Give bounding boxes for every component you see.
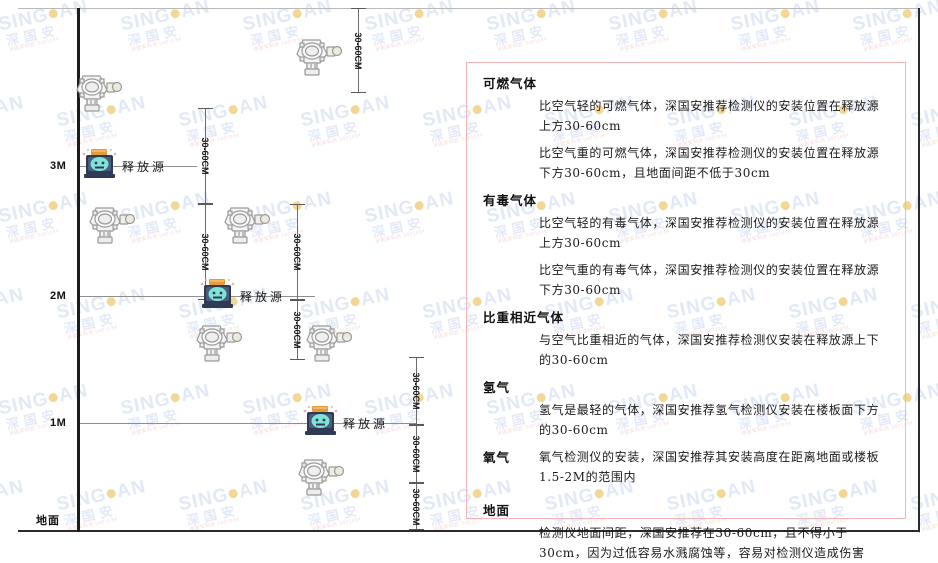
spec-section-title: 可燃气体 (483, 76, 538, 91)
dimension-cap-top (198, 204, 213, 205)
spec-section-ground: 地面检测仪地面间距，深国安推荐在30-60cm，且不得小于30cm，因为过低容易… (483, 500, 889, 563)
dimension-rule: 30-60CM (403, 425, 429, 483)
spec-paragraph: 比空气重的可燃气体，深国安推荐检测仪的安装位置在释放源下方30-60cm，且地面… (539, 146, 880, 180)
installation-spec-panel: 可燃气体 比空气轻的可燃气体，深国安推荐检测仪的安装位置在释放源上方30-60cm… (466, 62, 906, 560)
dimension-label: 30-60CM (200, 137, 210, 175)
release-source-label: 释放源 (343, 417, 389, 431)
spec-section-body: 与空气比重相近的气体，深国安推荐检测仪安装在释放源上下的30-60cm (539, 330, 889, 370)
gas-detector-icon (224, 207, 271, 244)
axis-tick-2m: 2M (50, 290, 67, 302)
release-source-icon (303, 406, 338, 435)
dimension-label: 30-60CM (411, 372, 421, 410)
dimension-cap-bottom (290, 299, 305, 300)
gas-detector (300, 318, 356, 369)
spec-section-title: 地面 (483, 503, 511, 518)
spec-section-body: 比空气轻的有毒气体，深国安推荐检测仪的安装位置在释放源上方30-60cm 比空气重… (539, 213, 889, 300)
spec-section-body: 氧气检测仪的安装，深国安推荐其安装高度在距离地面或楼板1.5-2M的范围内 (539, 447, 889, 494)
dimension-cap-top (290, 204, 305, 205)
dimension-cap-bottom (198, 203, 213, 204)
release-source (82, 148, 118, 185)
dimension-cap-bottom (409, 424, 424, 425)
spec-section-title: 比重相近气体 (483, 310, 565, 325)
spec-paragraph: 比空气轻的有毒气体，深国安推荐检测仪的安装位置在释放源上方30-60cm (539, 216, 880, 250)
dimension-rule: 30-60CM (192, 108, 218, 204)
dimension-label: 30-60CM (200, 233, 210, 271)
dimension-line (205, 204, 206, 300)
dimension-label: 30-60CM (292, 233, 302, 271)
spec-section-toxic-gas: 有毒气体 比空气轻的有毒气体，深国安推荐检测仪的安装位置在释放源上方30-60cm… (483, 190, 889, 300)
dimension-rule: 30-60CM (284, 300, 310, 360)
gas-detector (190, 318, 246, 369)
spec-section-body: 检测仪地面间距，深国安推荐在30-60cm，且不得小于30cm，因为过低容易水溅… (539, 523, 889, 563)
dimension-cap-top (409, 357, 424, 358)
spec-section-title: 氢气 (483, 380, 511, 395)
dimension-cap-top (409, 425, 424, 426)
height-level-line (77, 296, 315, 297)
dimension-line (297, 204, 298, 300)
dimension-rule: 30-60CM (345, 8, 371, 93)
release-source-label: 释放源 (240, 290, 286, 304)
spec-paragraph: 检测仪地面间距，深国安推荐在30-60cm，且不得小于30cm，因为过低容易水溅… (539, 526, 865, 560)
dimension-label: 30-60CM (411, 487, 421, 526)
spec-section-oxygen: 氧气 氧气检测仪的安装，深国安推荐其安装高度在距离地面或楼板1.5-2M的范围内 (483, 447, 889, 494)
axis-tick-3m: 3M (50, 160, 67, 172)
release-source (200, 278, 236, 315)
gas-detector-icon (296, 39, 343, 76)
dimension-cap-bottom (290, 359, 305, 360)
dimension-cap-bottom (409, 529, 424, 530)
dimension-rule: 30-60CM (403, 357, 429, 425)
spec-paragraph: 氢气是最轻的气体，深国安推荐氢气检测仪安装在楼板面下方的30-60cm (539, 403, 880, 437)
spec-section-combustible-gas: 可燃气体 比空气轻的可燃气体，深国安推荐检测仪的安装位置在释放源上方30-60cm… (483, 73, 889, 183)
dimension-label: 30-60CM (353, 31, 363, 70)
dimension-line (358, 8, 359, 93)
vertical-height-axis (77, 8, 80, 532)
spec-paragraph: 比空气轻的可燃气体，深国安推荐检测仪的安装位置在释放源上方30-60cm (539, 99, 880, 133)
dimension-cap-bottom (351, 92, 366, 93)
dimension-line (416, 425, 417, 483)
dimension-cap-bottom (409, 482, 424, 483)
spec-paragraph: 氧气检测仪的安装，深国安推荐其安装高度在距离地面或楼板1.5-2M的范围内 (539, 450, 880, 484)
release-source (303, 405, 339, 442)
frame-right-border (918, 8, 920, 532)
gas-detector (292, 452, 348, 503)
gas-detector-icon (196, 325, 243, 362)
dimension-line (416, 483, 417, 530)
dimension-line (297, 300, 298, 360)
release-source-label: 释放源 (122, 160, 168, 174)
dimension-cap-top (351, 8, 366, 9)
spec-section-hydrogen: 氢气氢气是最轻的气体，深国安推荐氢气检测仪安装在楼板面下方的30-60cm (483, 377, 889, 440)
gas-detector-icon (298, 459, 345, 496)
spec-section-body: 比空气轻的可燃气体，深国安推荐检测仪的安装位置在释放源上方30-60cm 比空气重… (539, 96, 889, 183)
spec-section-similar-density-gas: 比重相近气体与空气比重相近的气体，深国安推荐检测仪安装在释放源上下的30-60c… (483, 307, 889, 370)
release-source-icon (200, 279, 235, 308)
dimension-cap-top (290, 300, 305, 301)
dimension-line (416, 357, 417, 425)
spec-section-title: 氧气 (483, 450, 511, 465)
spec-paragraph: 与空气比重相近的气体，深国安推荐检测仪安装在释放源上下的30-60cm (539, 333, 880, 367)
height-level-line (77, 423, 417, 424)
gas-detector (70, 68, 126, 119)
dimension-label: 30-60CM (411, 435, 421, 473)
height-level-line (77, 166, 197, 167)
dimension-cap-top (409, 483, 424, 484)
gas-detector-icon (306, 325, 353, 362)
dimension-rule: 30-60CM (284, 204, 310, 300)
gas-detector-icon (89, 207, 136, 244)
axis-tick-1m: 1M (50, 417, 67, 429)
gas-detector-icon (76, 75, 123, 112)
gas-detector (83, 200, 139, 251)
dimension-rule: 30-60CM (403, 483, 429, 530)
frame-bottom-border (18, 530, 920, 532)
gas-detector (290, 32, 346, 83)
dimension-line (205, 108, 206, 204)
gas-detector (218, 200, 274, 251)
spec-paragraph: 比空气重的有毒气体，深国安推荐检测仪的安装位置在释放源下方30-60cm (539, 263, 880, 297)
spec-section-title: 有毒气体 (483, 193, 538, 208)
dimension-cap-top (198, 108, 213, 109)
spec-section-body: 氢气是最轻的气体，深国安推荐氢气检测仪安装在楼板面下方的30-60cm (539, 400, 889, 440)
ground-label: 地面 (36, 514, 60, 527)
release-source-icon (82, 149, 117, 178)
